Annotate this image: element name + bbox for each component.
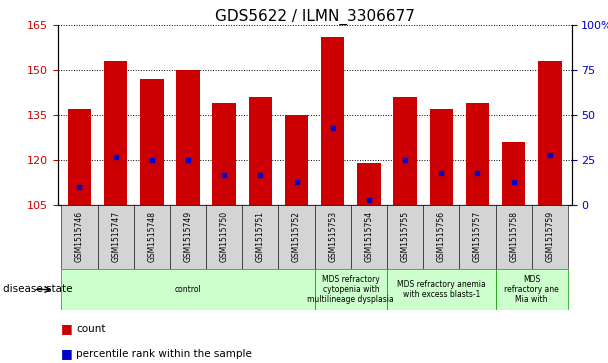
Bar bbox=[176, 70, 200, 205]
Text: control: control bbox=[174, 285, 201, 294]
Bar bbox=[206, 205, 242, 269]
Bar bbox=[387, 269, 496, 310]
Text: GSM1515746: GSM1515746 bbox=[75, 211, 84, 262]
Bar bbox=[429, 109, 453, 205]
Text: disease state: disease state bbox=[3, 285, 72, 294]
Bar bbox=[387, 205, 423, 269]
Text: percentile rank within the sample: percentile rank within the sample bbox=[76, 349, 252, 359]
Bar bbox=[212, 103, 236, 205]
Bar bbox=[351, 205, 387, 269]
Bar bbox=[67, 109, 91, 205]
Text: GSM1515750: GSM1515750 bbox=[219, 211, 229, 262]
Bar bbox=[278, 205, 315, 269]
Bar bbox=[460, 205, 496, 269]
Text: GSM1515754: GSM1515754 bbox=[364, 211, 373, 262]
Bar bbox=[496, 269, 568, 310]
Text: GSM1515757: GSM1515757 bbox=[473, 211, 482, 262]
Bar bbox=[134, 205, 170, 269]
Title: GDS5622 / ILMN_3306677: GDS5622 / ILMN_3306677 bbox=[215, 9, 415, 25]
Bar bbox=[321, 37, 345, 205]
Bar bbox=[249, 97, 272, 205]
Bar bbox=[357, 163, 381, 205]
Text: GSM1515758: GSM1515758 bbox=[509, 211, 518, 262]
Bar bbox=[170, 205, 206, 269]
Bar bbox=[285, 115, 308, 205]
Text: GSM1515747: GSM1515747 bbox=[111, 211, 120, 262]
Text: MDS refractory anemia
with excess blasts-1: MDS refractory anemia with excess blasts… bbox=[397, 280, 486, 299]
Bar bbox=[466, 103, 489, 205]
Text: ■: ■ bbox=[61, 347, 72, 360]
Text: count: count bbox=[76, 323, 106, 334]
Text: GSM1515756: GSM1515756 bbox=[437, 211, 446, 262]
Bar bbox=[242, 205, 278, 269]
Bar bbox=[315, 269, 387, 310]
Bar bbox=[532, 205, 568, 269]
Text: GSM1515751: GSM1515751 bbox=[256, 211, 265, 262]
Bar bbox=[61, 205, 97, 269]
Text: GSM1515753: GSM1515753 bbox=[328, 211, 337, 262]
Text: MDS refractory
cytopenia with
multilineage dysplasia: MDS refractory cytopenia with multilinea… bbox=[308, 274, 394, 305]
Text: GSM1515749: GSM1515749 bbox=[184, 211, 193, 262]
Bar bbox=[315, 205, 351, 269]
Text: ■: ■ bbox=[61, 322, 72, 335]
Bar bbox=[140, 79, 164, 205]
Bar bbox=[61, 269, 315, 310]
Bar bbox=[538, 61, 562, 205]
Bar bbox=[97, 205, 134, 269]
Bar bbox=[104, 61, 128, 205]
Text: GSM1515755: GSM1515755 bbox=[401, 211, 410, 262]
Bar bbox=[393, 97, 417, 205]
Bar bbox=[423, 205, 460, 269]
Bar bbox=[502, 142, 525, 205]
Text: GSM1515759: GSM1515759 bbox=[545, 211, 554, 262]
Text: MDS
refractory ane
Mia with: MDS refractory ane Mia with bbox=[505, 274, 559, 305]
Text: GSM1515748: GSM1515748 bbox=[147, 211, 156, 262]
Bar bbox=[496, 205, 532, 269]
Text: GSM1515752: GSM1515752 bbox=[292, 211, 301, 262]
